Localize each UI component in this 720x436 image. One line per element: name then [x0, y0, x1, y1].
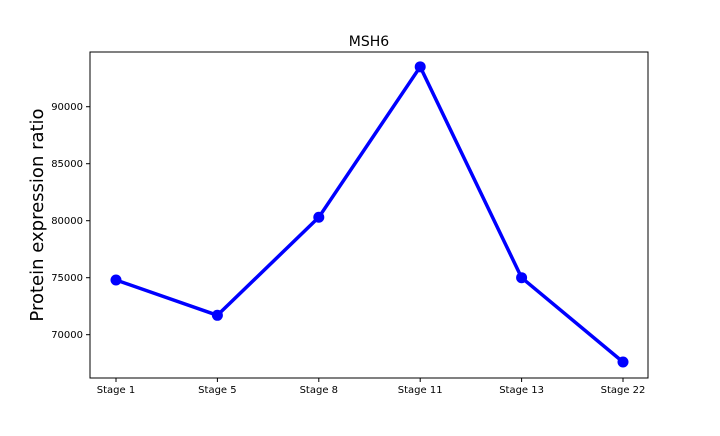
y-axis-label: Protein expression ratio — [27, 108, 48, 321]
data-point — [110, 274, 122, 286]
series-layer — [110, 61, 629, 368]
x-tick-label: Stage 1 — [97, 385, 135, 396]
y-tick-label: 80000 — [51, 216, 83, 227]
x-tick-label: Stage 5 — [198, 385, 236, 396]
x-tick-label: Stage 8 — [300, 385, 338, 396]
y-tick-label: 90000 — [51, 102, 83, 113]
plot-area — [89, 51, 649, 379]
data-point — [617, 356, 629, 368]
x-tick-label: Stage 11 — [398, 385, 443, 396]
data-point — [211, 309, 223, 321]
x-tick-label: Stage 13 — [499, 385, 544, 396]
x-axis-ticks: Stage 1 Stage 5 Stage 8 Stage 11 Stage 13 Sta… — [97, 378, 646, 396]
data-point — [516, 272, 528, 284]
y-tick-label: 70000 — [51, 330, 83, 341]
x-tick-label: Stage 22 — [601, 385, 646, 396]
y-tick-label: 85000 — [51, 159, 83, 170]
data-point — [414, 61, 426, 73]
series-line — [114, 65, 625, 364]
chart-title: MSH6 — [349, 34, 389, 50]
y-tick-label: 75000 — [51, 273, 83, 284]
data-point — [313, 211, 325, 223]
y-axis-ticks: 70000 75000 80000 85000 90000 — [51, 102, 90, 341]
